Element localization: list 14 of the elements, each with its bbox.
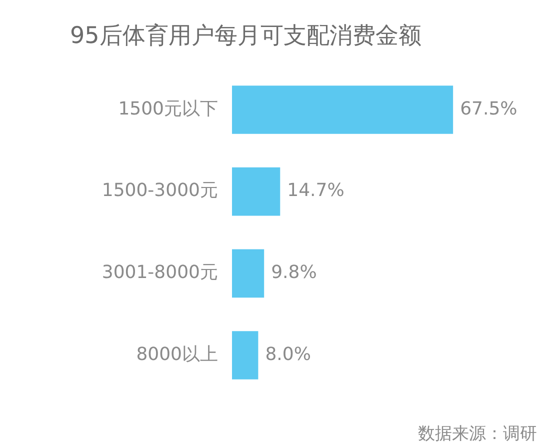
data-label: 14.7% — [287, 180, 344, 202]
bar — [232, 249, 264, 298]
y-tick-label: 8000以上 — [136, 344, 218, 365]
source-note: 数据来源：调研 — [418, 424, 537, 444]
data-label: 9.8% — [271, 262, 317, 284]
bar — [232, 331, 258, 380]
bar — [232, 167, 280, 216]
bar — [232, 86, 454, 134]
y-tick-label: 1500-3000元 — [102, 180, 218, 202]
chart-title: 95后体育用户每月可支配消费金额 — [70, 22, 422, 50]
data-label: 8.0% — [265, 344, 311, 365]
y-tick-label: 1500元以下 — [118, 98, 218, 120]
y-tick-label: 3001-8000元 — [102, 262, 218, 284]
data-label: 67.5% — [460, 98, 518, 120]
